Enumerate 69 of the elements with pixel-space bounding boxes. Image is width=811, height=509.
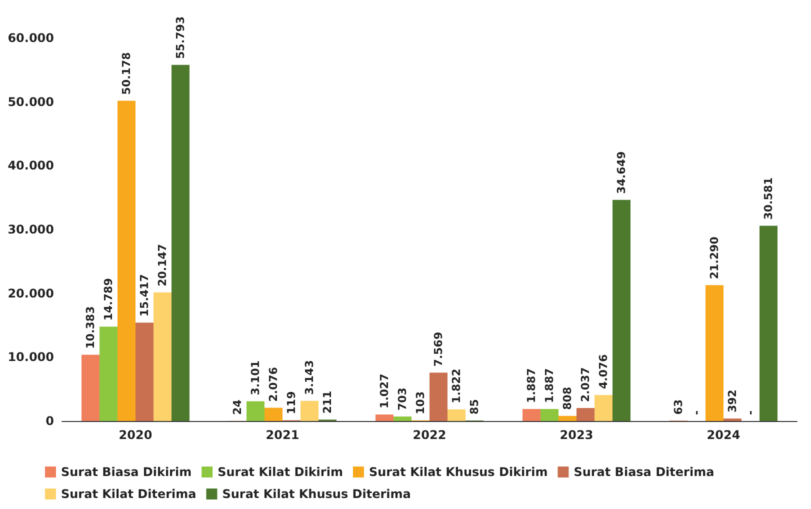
data-label: 10.383 <box>84 306 97 349</box>
data-label: 20.147 <box>156 244 169 286</box>
y-tick-label: 40.000 <box>8 158 54 173</box>
bar <box>154 292 172 421</box>
bar <box>576 408 594 421</box>
legend-label: Surat Kilat Diterima <box>61 487 196 501</box>
text: - <box>690 410 703 415</box>
bar <box>172 64 190 421</box>
data-label: 15.417 <box>138 274 151 317</box>
legend-label: Surat Biasa Diterima <box>574 465 714 479</box>
bar <box>246 401 264 421</box>
data-label: 85 <box>468 399 481 414</box>
bar <box>522 408 540 421</box>
data-label: 1.887 <box>525 368 538 403</box>
data-label: 55.793 <box>174 16 187 59</box>
legend-label: Surat Kilat Khusus Diterima <box>222 487 411 501</box>
y-tick-label: 0 <box>46 414 54 428</box>
bar <box>430 372 448 421</box>
data-label: 14.789 <box>102 278 115 321</box>
data-label: 3.101 <box>249 360 262 396</box>
x-tick-label: 2021 <box>266 428 300 442</box>
legend-label: Surat Kilat Khusus Dikirim <box>368 465 548 479</box>
legend-label: Surat Biasa Dikirim <box>61 465 192 479</box>
data-label: 50.178 <box>120 52 133 95</box>
y-tick-label: 20.000 <box>8 286 54 300</box>
data-label: 1.027 <box>378 374 391 408</box>
data-label: 24 <box>231 399 244 415</box>
bar <box>706 285 724 421</box>
x-tick-label: 2023 <box>560 428 594 442</box>
x-tick-label: 2022 <box>412 428 446 442</box>
bar <box>264 408 282 421</box>
bar <box>376 414 394 421</box>
data-label: 3.143 <box>303 360 316 395</box>
data-label: 34.649 <box>615 151 628 194</box>
data-label: 21.290 <box>708 236 721 280</box>
data-label: 4.076 <box>597 354 610 389</box>
bar <box>394 416 412 421</box>
y-tick-label: 30.000 <box>8 222 54 236</box>
data-label: 808 <box>561 386 574 410</box>
data-label: 703 <box>396 388 409 411</box>
bar <box>558 416 576 421</box>
data-label: 1.822 <box>450 368 463 404</box>
bar <box>118 100 136 421</box>
bar <box>82 354 100 421</box>
data-label: 119 <box>285 391 298 414</box>
text: - <box>744 410 757 415</box>
x-tick-label: 2020 <box>118 428 152 442</box>
y-tick-label: 60.000 <box>8 31 54 45</box>
data-label: 63 <box>672 399 685 415</box>
data-label: 392 <box>726 390 739 412</box>
y-tick-label: 50.000 <box>8 94 54 109</box>
bar <box>612 200 630 421</box>
legend-label: Surat Kilat Dikirim <box>218 465 343 479</box>
data-label: 2.076 <box>267 366 280 402</box>
data-label: 30.581 <box>762 177 775 220</box>
bar <box>300 400 318 421</box>
data-label: 2.037 <box>579 367 592 402</box>
bar <box>540 408 558 421</box>
data-label: 1.887 <box>543 368 556 403</box>
data-label: 7.569 <box>432 332 445 367</box>
x-tick-label: 2024 <box>706 428 740 442</box>
bar <box>136 322 154 421</box>
data-label: 103 <box>414 391 427 414</box>
data-label: 211 <box>321 390 334 414</box>
bar <box>594 394 612 421</box>
bar <box>760 226 778 421</box>
bar <box>100 326 118 421</box>
bar <box>448 409 466 421</box>
y-tick-label: 10.000 <box>8 350 54 364</box>
